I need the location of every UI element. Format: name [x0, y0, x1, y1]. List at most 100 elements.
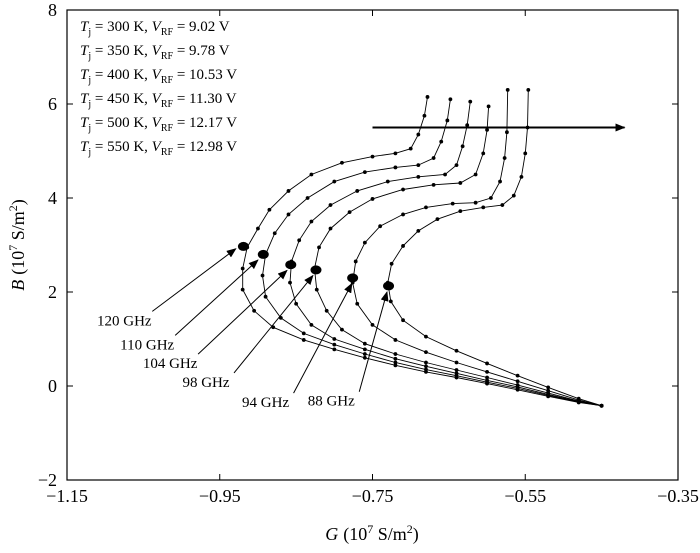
data-point	[424, 334, 428, 339]
data-point	[388, 299, 393, 304]
annotation-arrow	[174, 259, 259, 336]
data-point	[488, 196, 493, 200]
data-point	[481, 205, 486, 210]
series-layer	[237, 88, 604, 408]
data-point	[443, 172, 447, 177]
data-point	[301, 338, 306, 342]
y-tick-label: 0	[48, 376, 57, 396]
data-point	[424, 205, 428, 210]
data-point	[362, 170, 367, 175]
data-point	[515, 379, 520, 384]
data-point	[454, 371, 459, 376]
data-point	[485, 361, 489, 366]
data-point	[515, 383, 520, 387]
data-point	[393, 356, 398, 361]
data-point	[486, 104, 491, 109]
series-4	[310, 104, 604, 408]
data-point	[526, 88, 531, 92]
data-point	[576, 396, 581, 401]
data-point	[515, 373, 520, 378]
data-point	[389, 261, 394, 266]
x-tick-label: −0.95	[199, 486, 241, 506]
data-point	[485, 375, 489, 380]
data-point	[401, 212, 405, 217]
data-point	[500, 203, 505, 207]
data-point	[505, 88, 510, 92]
data-point	[314, 287, 319, 292]
data-point	[416, 132, 421, 137]
data-point	[473, 200, 478, 205]
data-point	[401, 187, 405, 192]
frequency-marker	[383, 281, 395, 291]
data-point	[362, 341, 367, 346]
data-point	[378, 224, 383, 229]
data-point	[422, 113, 427, 118]
data-point	[431, 182, 436, 187]
series-line	[314, 106, 602, 407]
data-point	[439, 139, 444, 144]
series-line	[242, 96, 602, 407]
data-point	[328, 226, 333, 231]
data-point	[465, 123, 470, 128]
data-point	[317, 245, 321, 250]
data-point	[454, 368, 459, 372]
data-point	[460, 144, 465, 149]
data-point	[286, 189, 291, 193]
data-point	[297, 238, 302, 243]
data-point	[505, 130, 509, 135]
data-point	[599, 403, 604, 408]
x-tick-label: −0.35	[657, 486, 699, 506]
data-point	[454, 360, 459, 365]
data-point	[454, 163, 459, 168]
legend-entry: Tj = 350 K, VRF = 9.78 V	[80, 43, 230, 62]
data-point	[445, 118, 450, 123]
data-point	[424, 350, 428, 355]
data-point	[370, 323, 375, 327]
data-point	[393, 352, 398, 356]
data-point	[328, 203, 333, 207]
x-tick-label: −0.55	[504, 486, 546, 506]
data-point	[355, 189, 360, 193]
data-point	[416, 174, 421, 179]
data-point	[240, 266, 245, 271]
data-point	[332, 179, 337, 184]
y-tick-label: 8	[48, 0, 57, 20]
data-point	[252, 308, 257, 313]
data-point	[370, 154, 375, 159]
legend-entry: Tj = 300 K, VRF = 9.02 V	[80, 19, 230, 38]
data-point	[324, 308, 329, 313]
data-point	[546, 388, 551, 393]
data-point	[393, 151, 398, 156]
data-point	[332, 342, 337, 347]
data-point	[485, 370, 489, 374]
data-point	[546, 385, 551, 390]
data-point	[393, 165, 398, 170]
data-point	[424, 367, 428, 372]
data-point	[353, 259, 358, 264]
data-point	[340, 160, 344, 165]
legend-entry: Tj = 450 K, VRF = 11.30 V	[80, 91, 237, 110]
x-tick-label: −1.15	[46, 486, 88, 506]
data-point	[454, 348, 459, 353]
data-point	[458, 209, 463, 214]
data-point	[519, 174, 524, 179]
data-point	[408, 146, 413, 151]
data-point	[401, 244, 405, 248]
data-point	[309, 172, 314, 177]
data-point	[294, 301, 299, 306]
data-point	[362, 240, 367, 245]
annotation-label: 120 GHz	[97, 313, 152, 329]
data-point	[468, 99, 473, 104]
frequency-marker	[347, 273, 359, 283]
data-point	[393, 338, 398, 342]
data-point	[309, 219, 314, 224]
data-point	[425, 95, 430, 99]
y-tick-label: 4	[48, 188, 57, 208]
annotation-arrow	[293, 282, 353, 394]
frequency-marker	[257, 249, 269, 259]
x-tick-label: −0.75	[352, 486, 394, 506]
data-point	[458, 181, 463, 185]
data-point	[362, 347, 367, 352]
annotation-arrow	[197, 269, 288, 355]
data-point	[370, 197, 375, 201]
